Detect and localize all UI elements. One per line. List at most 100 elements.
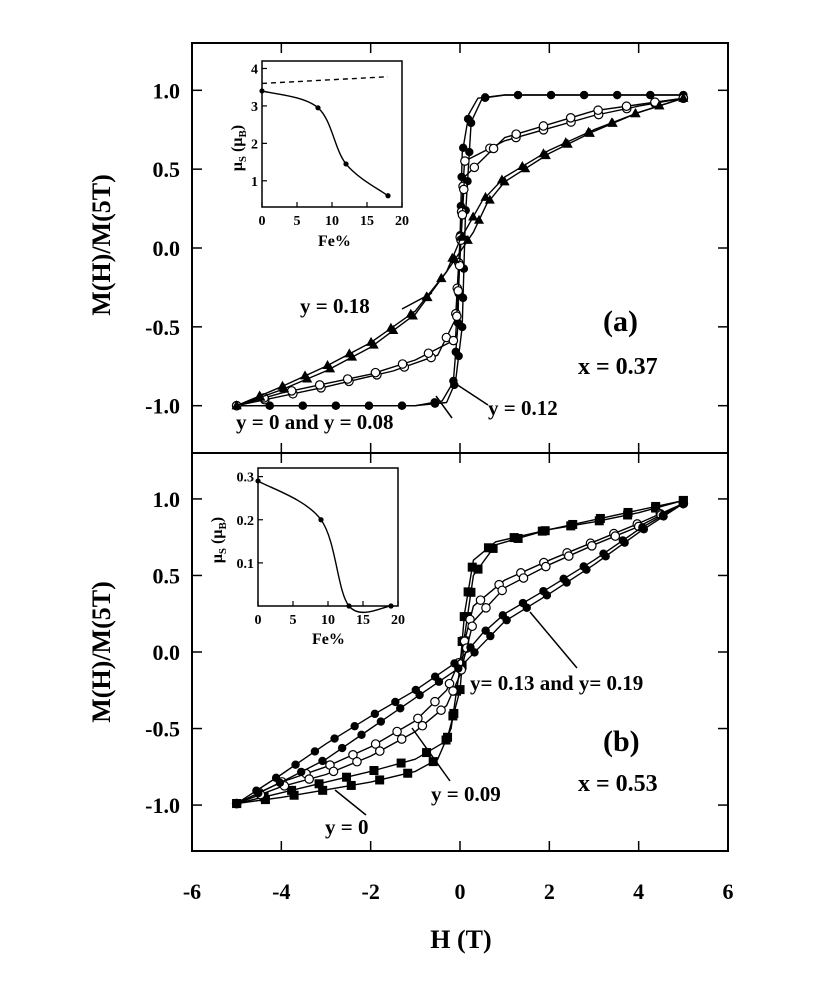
panel-b-inset-series	[255, 478, 394, 614]
x-tick-label: -6	[183, 879, 201, 904]
data-point	[601, 552, 610, 561]
data-point	[541, 561, 551, 572]
y-tick-label: -1.0	[145, 394, 180, 419]
data-point	[582, 565, 591, 574]
data-point	[659, 512, 668, 521]
data-point	[538, 121, 549, 131]
inset-y-tick-label: 0.2	[237, 514, 255, 529]
panel-a-inset-series	[259, 76, 391, 199]
data-point	[584, 127, 595, 137]
data-point	[449, 254, 460, 264]
panel-a-pointer-012	[452, 381, 489, 406]
panel-b-xlabel: H (T)	[430, 925, 491, 954]
data-point	[623, 507, 633, 517]
data-point	[413, 713, 423, 724]
data-point	[462, 234, 473, 244]
data-point	[654, 100, 665, 110]
data-point	[232, 799, 241, 808]
data-point	[483, 543, 493, 553]
data-point	[639, 525, 649, 534]
panel-a-inset-ylabel: μS (μB)	[229, 125, 249, 171]
data-point	[454, 664, 463, 673]
panel-b-pointer-009	[411, 727, 451, 782]
data-point	[612, 90, 622, 100]
inset-y-tick-label: 0.3	[237, 471, 255, 486]
data-point	[337, 743, 347, 753]
inset-curve	[257, 480, 392, 614]
data-point	[466, 587, 476, 597]
data-point	[342, 772, 352, 782]
data-point	[448, 335, 459, 346]
data-point	[499, 176, 510, 186]
data-point	[304, 774, 314, 784]
inset-y-tick-label: 2	[251, 137, 258, 152]
data-point	[397, 401, 407, 410]
data-point	[466, 118, 476, 128]
data-point	[265, 401, 274, 410]
data-point	[513, 90, 523, 100]
data-point	[291, 760, 300, 769]
data-point	[350, 721, 359, 731]
data-point	[328, 766, 339, 777]
data-point	[646, 90, 655, 100]
series-line-lower	[236, 502, 684, 805]
panel-b-pointer-013-019	[529, 611, 578, 669]
data-point	[678, 92, 689, 102]
panel-b-inset-xlabel: Fe%	[312, 631, 345, 648]
panel-a-inset-xlabel: Fe%	[318, 233, 351, 250]
data-point	[443, 732, 453, 742]
data-point	[370, 709, 380, 719]
data-point	[364, 401, 374, 410]
panel-b-label: (b)	[603, 725, 640, 758]
data-point	[357, 730, 366, 740]
data-point	[352, 756, 362, 767]
panel-b-annot-0: y = 0	[325, 815, 368, 839]
panel-a-ticks: 1.0 0.5 0.0 -0.5 -1.0	[145, 43, 728, 453]
inset-dashed-line	[261, 76, 389, 85]
panel-b: 1.0 0.5 0.0 -0.5 -1.0 -6 -4 -2 0 2 4 6 M(H)/M(5T) H…	[87, 452, 734, 954]
panel-a-annot-0-008: y = 0 and y = 0.08	[236, 410, 394, 434]
panel-a-annot-012: y = 0.12	[488, 396, 558, 420]
panel-b-inset-ylabel: μS (μB)	[209, 517, 229, 563]
series-filled-circle	[232, 499, 688, 808]
data-point	[450, 380, 459, 390]
panel-a-inset: 0 5 10 15 20 4 3 2 1 Fe% μS (μB)	[229, 60, 409, 250]
y-tick-label: 0.5	[153, 563, 181, 588]
data-point	[452, 311, 462, 322]
data-point	[396, 704, 405, 713]
data-point	[562, 578, 571, 587]
panel-b-annot-009: y = 0.09	[431, 782, 501, 806]
x-tick-label: 2	[544, 879, 555, 904]
data-point	[484, 194, 495, 204]
inset-y-tick-label: 3	[251, 100, 258, 115]
inset-y-tick-label: 1	[251, 175, 258, 190]
data-point	[474, 214, 485, 224]
data-point	[376, 717, 386, 726]
data-point	[579, 90, 589, 100]
data-point	[396, 758, 406, 768]
inset-x-tick-label: 10	[325, 214, 339, 229]
data-point	[458, 143, 468, 153]
data-point	[370, 739, 381, 749]
inset-x-tick-label: 5	[290, 613, 297, 628]
y-tick-label: -0.5	[145, 717, 180, 742]
panel-a-annot-018: y = 0.18	[300, 294, 370, 318]
inset-x-tick-label: 0	[259, 214, 266, 229]
data-point	[318, 756, 327, 766]
data-point	[475, 595, 486, 605]
data-point	[392, 726, 402, 737]
data-point	[397, 359, 408, 369]
panel-b-param: x = 0.53	[578, 771, 658, 797]
inset-data-point	[315, 105, 321, 111]
data-point	[467, 621, 477, 632]
inset-data-point	[343, 161, 349, 167]
data-point	[428, 757, 438, 767]
inset-curve	[261, 90, 389, 197]
data-point	[430, 696, 440, 707]
data-point	[488, 543, 498, 553]
y-tick-label: -1.0	[145, 793, 180, 818]
data-point	[254, 390, 265, 400]
data-point	[593, 105, 603, 116]
data-point	[457, 209, 468, 220]
